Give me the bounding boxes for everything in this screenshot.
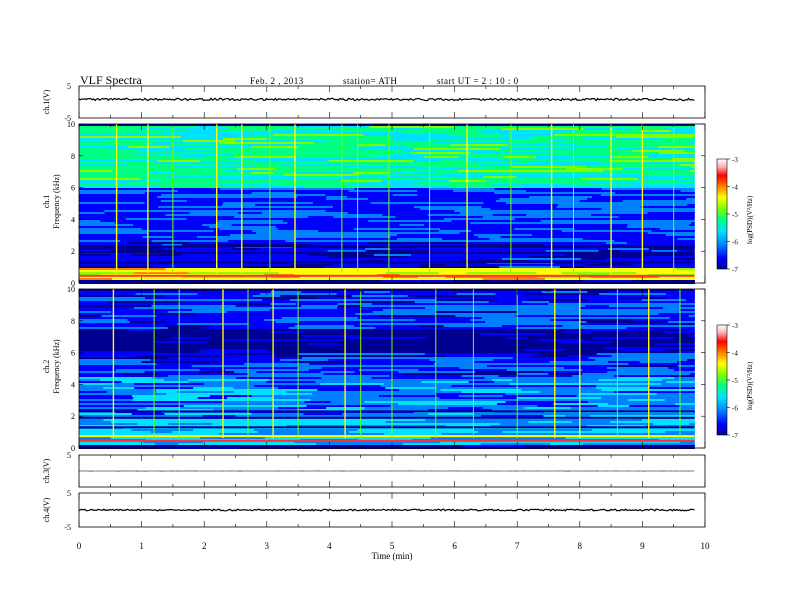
x-tick-label: 7 — [515, 541, 520, 551]
x-tick-label: 6 — [452, 541, 457, 551]
x-tick-label: 1 — [139, 541, 144, 551]
channel-label: ch.1(V) — [42, 89, 51, 114]
colorbar — [716, 158, 728, 270]
channel-label: ch.4(V) — [42, 497, 51, 522]
y-tick-label: 5 — [67, 489, 71, 498]
waveform-line — [78, 97, 695, 102]
x-tick-label: 9 — [640, 541, 645, 551]
y-tick-label: 8 — [71, 317, 75, 326]
chart-title: VLF Spectra — [80, 73, 142, 87]
waveform-line — [78, 508, 695, 512]
colorbar-tick-label: -3 — [732, 322, 738, 330]
x-tick-label: 8 — [578, 541, 583, 551]
y-tick-label: 10 — [67, 285, 75, 294]
x-tick-label: 5 — [390, 541, 395, 551]
x-tick-label: 4 — [327, 541, 332, 551]
y-tick-label: 6 — [71, 184, 75, 193]
y-tick-label: 4 — [71, 380, 75, 389]
y-axis-label: Frequency (kHz) — [52, 174, 61, 229]
station-label: station= ATH — [343, 76, 398, 86]
colorbar-tick-label: -5 — [732, 377, 738, 385]
x-tick-label: 10 — [701, 541, 711, 551]
y-tick-label: 0 — [71, 444, 75, 453]
y-tick-label: 5 — [67, 82, 71, 91]
colorbar-tick-label: -6 — [732, 239, 738, 247]
y-tick-label: 8 — [71, 152, 75, 161]
y-tick-label: 6 — [71, 349, 75, 358]
y-tick-label: 5 — [67, 451, 71, 460]
y-tick-label: -5 — [64, 523, 71, 532]
channel-label: ch.2 — [42, 360, 51, 374]
colorbar-label: log(PSD)(V²/Hz) — [746, 361, 754, 410]
y-tick-label: 10 — [67, 120, 75, 129]
channel-label: ch.1 — [42, 195, 51, 209]
date-label: Feb. 2 , 2013 — [250, 76, 304, 86]
colorbar-tick-label: -4 — [732, 184, 738, 192]
x-tick-label: 3 — [265, 541, 270, 551]
x-tick-label: 2 — [202, 541, 207, 551]
x-tick-label: 0 — [77, 541, 82, 551]
y-tick-label: 2 — [71, 412, 75, 421]
colorbar-label: log(PSD)(V²/Hz) — [746, 195, 754, 244]
colorbar — [716, 324, 728, 436]
channel-label: ch.3(V) — [42, 458, 51, 483]
colorbar-tick-label: -6 — [732, 405, 738, 413]
y-axis-label: Frequency (kHz) — [52, 339, 61, 394]
colorbar-tick-label: -7 — [732, 432, 738, 440]
x-axis-label: Time (min) — [372, 551, 413, 561]
colorbar-tick-label: -5 — [732, 211, 738, 219]
colorbar-tick-label: -7 — [732, 266, 738, 274]
y-tick-label: 4 — [71, 215, 75, 224]
y-tick-label: 0 — [71, 279, 75, 288]
y-tick-label: 2 — [71, 247, 75, 256]
colorbar-tick-label: -3 — [732, 156, 738, 164]
start-time-label: start UT = 2 : 10 : 0 — [437, 76, 519, 86]
colorbar-tick-label: -4 — [732, 350, 738, 358]
y-tick-label: -5 — [64, 114, 71, 123]
